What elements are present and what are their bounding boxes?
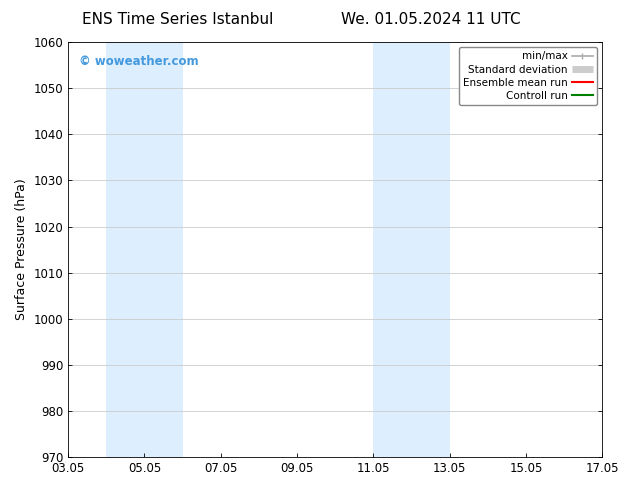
Text: ENS Time Series Istanbul: ENS Time Series Istanbul bbox=[82, 12, 273, 27]
Text: © woweather.com: © woweather.com bbox=[79, 54, 198, 68]
Text: We. 01.05.2024 11 UTC: We. 01.05.2024 11 UTC bbox=[341, 12, 521, 27]
Bar bbox=[107, 42, 183, 457]
Legend: min/max, Standard deviation, Ensemble mean run, Controll run: min/max, Standard deviation, Ensemble me… bbox=[459, 47, 597, 105]
Bar bbox=[373, 42, 450, 457]
Y-axis label: Surface Pressure (hPa): Surface Pressure (hPa) bbox=[15, 179, 28, 320]
